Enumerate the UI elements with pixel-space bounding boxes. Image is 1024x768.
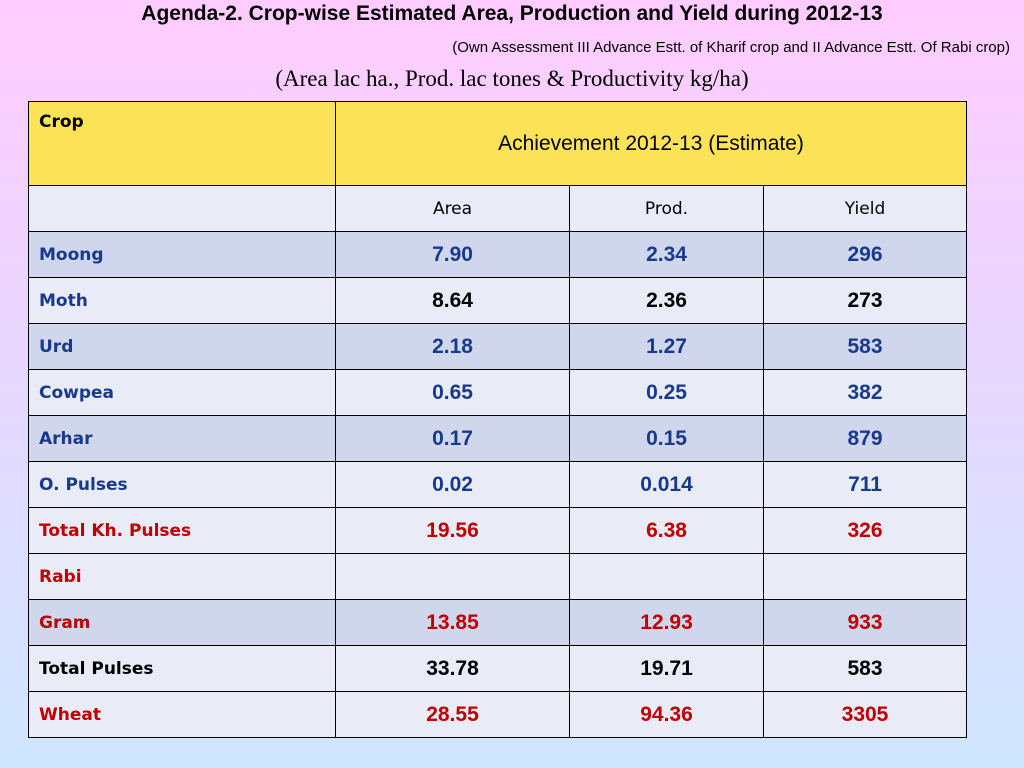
prod-cell: 6.38 [569, 507, 764, 554]
crop-name-cell: Moong [28, 231, 336, 278]
crop-name-cell: Moth [28, 277, 336, 324]
yield-cell [762, 553, 968, 600]
achievement-group-header: Achievement 2012-13 (Estimate) [334, 101, 968, 186]
area-cell: 13.85 [335, 599, 570, 646]
crop-name-cell: Wheat [28, 691, 336, 738]
area-cell [335, 553, 570, 600]
units-note: (Area lac ha., Prod. lac tones & Product… [275, 66, 749, 91]
area-cell: 0.02 [335, 461, 570, 508]
table-row-rabi: Rabi [28, 553, 968, 600]
area-cell: 0.65 [335, 369, 570, 416]
yield-cell: 3305 [762, 691, 968, 738]
table-row-moong: Moong 7.90 2.34 296 [28, 231, 968, 278]
yield-cell: 273 [762, 277, 968, 324]
table-row-total-kh-pulses: Total Kh. Pulses 19.56 6.38 326 [28, 507, 968, 554]
table-row-cowpea: Cowpea 0.65 0.25 382 [28, 369, 968, 416]
subheader-blank [28, 185, 336, 232]
prod-cell: 2.34 [569, 231, 764, 278]
crop-name-cell: Arhar [28, 415, 336, 462]
yield-cell: 382 [762, 369, 968, 416]
yield-cell: 583 [762, 645, 968, 692]
prod-cell: 94.36 [569, 691, 764, 738]
page-subtitle: (Own Assessment III Advance Estt. of Kha… [452, 39, 1010, 56]
area-cell: 7.90 [335, 231, 570, 278]
table-row-moth: Moth 8.64 2.36 273 [28, 277, 968, 324]
area-cell: 28.55 [335, 691, 570, 738]
crop-table-container: Crop Achievement 2012-13 (Estimate) Area… [28, 101, 968, 749]
area-cell: 19.56 [335, 507, 570, 554]
yield-column-header: Yield [762, 185, 968, 232]
table-header-row: Crop Achievement 2012-13 (Estimate) [28, 101, 968, 186]
area-cell: 8.64 [335, 277, 570, 324]
prod-cell: 1.27 [569, 323, 764, 370]
yield-cell: 933 [762, 599, 968, 646]
crop-name-cell: Total Pulses [28, 645, 336, 692]
table-row-o-pulses: O. Pulses 0.02 0.014 711 [28, 461, 968, 508]
table-row-gram: Gram 13.85 12.93 933 [28, 599, 968, 646]
table-row-arhar: Arhar 0.17 0.15 879 [28, 415, 968, 462]
area-cell: 0.17 [335, 415, 570, 462]
crop-name-cell: Urd [28, 323, 336, 370]
yield-cell: 583 [762, 323, 968, 370]
prod-cell: 2.36 [569, 277, 764, 324]
crop-name-cell: Cowpea [28, 369, 336, 416]
prod-cell: 12.93 [569, 599, 764, 646]
area-cell: 2.18 [335, 323, 570, 370]
table-row-urd: Urd 2.18 1.27 583 [28, 323, 968, 370]
table-row-total-pulses: Total Pulses 33.78 19.71 583 [28, 645, 968, 692]
table-row-wheat: Wheat 28.55 94.36 3305 [28, 691, 968, 738]
prod-cell: 19.71 [569, 645, 764, 692]
crop-name-cell: Gram [28, 599, 336, 646]
table-subheader-row: Area Prod. Yield [28, 185, 968, 232]
page-title: Agenda-2. Crop-wise Estimated Area, Prod… [141, 2, 883, 25]
area-column-header: Area [335, 185, 570, 232]
prod-cell: 0.014 [569, 461, 764, 508]
crop-name-cell: Rabi [28, 553, 336, 600]
yield-cell: 711 [762, 461, 968, 508]
yield-cell: 879 [762, 415, 968, 462]
prod-cell: 0.15 [569, 415, 764, 462]
crop-name-cell: O. Pulses [28, 461, 336, 508]
prod-cell [569, 553, 764, 600]
crop-name-cell: Total Kh. Pulses [28, 507, 336, 554]
area-cell: 33.78 [335, 645, 570, 692]
yield-cell: 326 [762, 507, 968, 554]
crop-table: Crop Achievement 2012-13 (Estimate) Area… [28, 101, 968, 738]
crop-column-header: Crop [28, 101, 336, 186]
prod-cell: 0.25 [569, 369, 764, 416]
yield-cell: 296 [762, 231, 968, 278]
prod-column-header: Prod. [569, 185, 764, 232]
